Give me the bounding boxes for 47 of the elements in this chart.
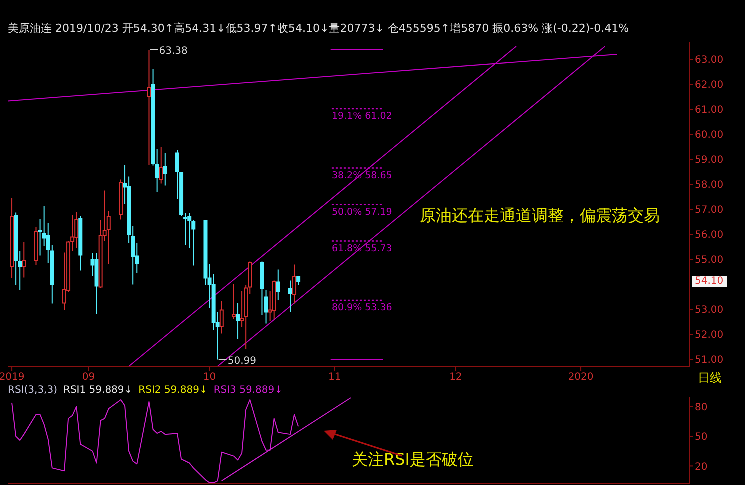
candlestick bbox=[288, 280, 292, 313]
annotation: 63.38 bbox=[159, 46, 188, 57]
x-tick-label: 2020 bbox=[568, 372, 594, 384]
annotation: 关注RSI是否破位 bbox=[352, 450, 474, 471]
series-label: RSI3 59.889↓ bbox=[214, 385, 283, 396]
ref-line-label: 19.1% 61.02 bbox=[332, 111, 392, 122]
candlestick bbox=[264, 290, 268, 324]
y-tick-label: 55.00 bbox=[695, 255, 724, 266]
legend-title: RSI(3,3,3) bbox=[8, 385, 58, 396]
candlestick bbox=[147, 50, 152, 166]
y-tick-label: 50 bbox=[695, 432, 708, 444]
text: 54.10 bbox=[692, 276, 727, 287]
y-tick-label: 59.00 bbox=[695, 155, 724, 166]
y-tick-label: 80 bbox=[695, 402, 708, 414]
candlestick bbox=[22, 242, 26, 278]
candlestick bbox=[74, 212, 79, 249]
y-tick-label: 58.00 bbox=[695, 180, 724, 192]
candlestick bbox=[292, 264, 297, 304]
x-tick-label: 10 bbox=[203, 372, 216, 384]
y-tick-label: 63.00 bbox=[695, 55, 724, 66]
x-tick-label: 12 bbox=[450, 372, 462, 384]
annotation: 原油还在走通道调整，偏震荡交易 bbox=[420, 206, 660, 227]
y-tick-label: 53.00 bbox=[695, 305, 724, 316]
y-tick-label: 60.00 bbox=[695, 130, 724, 142]
x-tick-label: 11 bbox=[328, 372, 342, 384]
candlestick bbox=[276, 269, 280, 301]
ref-line-label: 50.0% 57.19 bbox=[332, 206, 392, 218]
candlestick bbox=[220, 301, 224, 334]
candlestick bbox=[236, 302, 240, 340]
candlestick bbox=[159, 146, 164, 184]
candlestick bbox=[163, 152, 168, 186]
candlestick bbox=[232, 284, 236, 320]
y-tick-label: 20 bbox=[695, 462, 708, 473]
annotation: 50.99 bbox=[228, 356, 256, 367]
y-tick-label: 56.00 bbox=[695, 230, 724, 242]
y-tick-label: 62.00 bbox=[695, 80, 724, 92]
text: RSI1 59.889↓ bbox=[64, 385, 133, 396]
x-tick-label: 2019 bbox=[0, 372, 25, 384]
y-tick-label: 52.00 bbox=[695, 330, 724, 342]
x-tick-label: 09 bbox=[82, 372, 96, 384]
text: RSI2 59.889↓ bbox=[138, 385, 208, 396]
ref-line-label: 80.9% 53.36 bbox=[332, 302, 392, 314]
y-tick-label: 61.00 bbox=[695, 105, 724, 116]
y-tick-label: 51.00 bbox=[695, 355, 724, 366]
y-tick-label: 57.00 bbox=[695, 205, 724, 216]
text: 日线 bbox=[698, 370, 722, 387]
chart-title: 美原油连 2019/10/23 开54.30↑高54.31↓低53.97↑收54.10↓量20773↓ 仓455595↑增5870 振0.63% 涨(-0.22)-0.41% bbox=[8, 21, 630, 36]
